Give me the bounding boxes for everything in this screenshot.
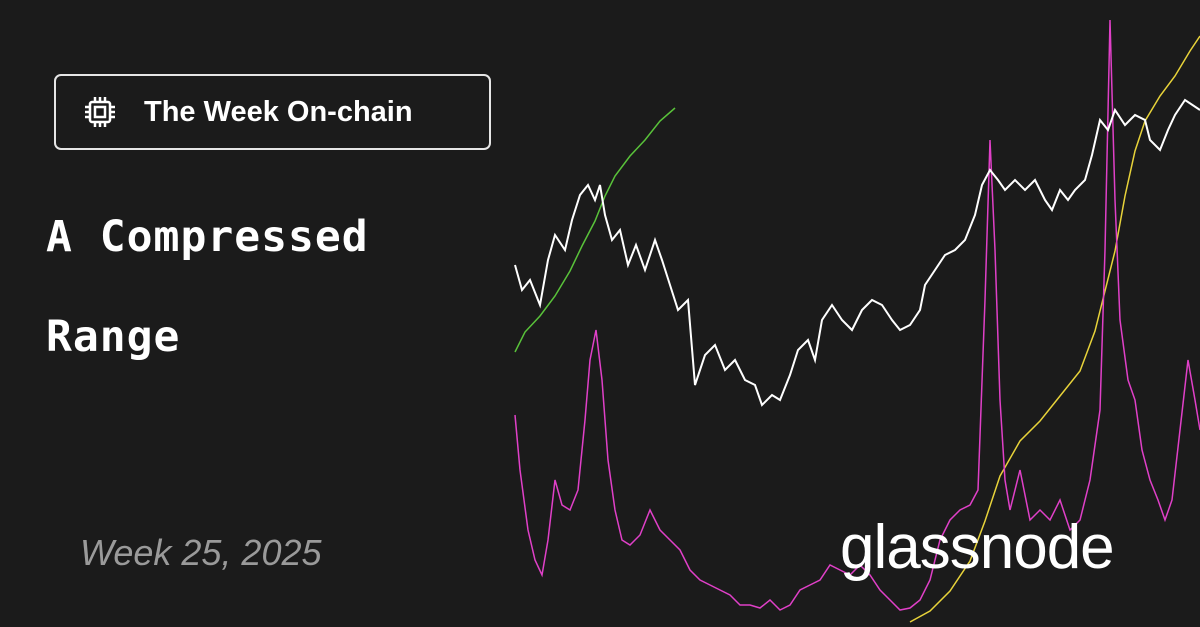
- green-line: [514, 107, 676, 353]
- pink-line: [514, 19, 1200, 611]
- yellow-line: [909, 35, 1200, 623]
- badge: The Week On-chain: [54, 74, 491, 150]
- chip-icon: [85, 97, 115, 127]
- white-line: [514, 98, 1200, 407]
- badge-label: The Week On-chain: [144, 96, 413, 128]
- brand-logo: glassnode: [840, 513, 1115, 582]
- title-line: Range: [46, 312, 181, 362]
- title-line: A Compressed: [46, 212, 369, 262]
- date: Week 25, 2025: [80, 532, 322, 573]
